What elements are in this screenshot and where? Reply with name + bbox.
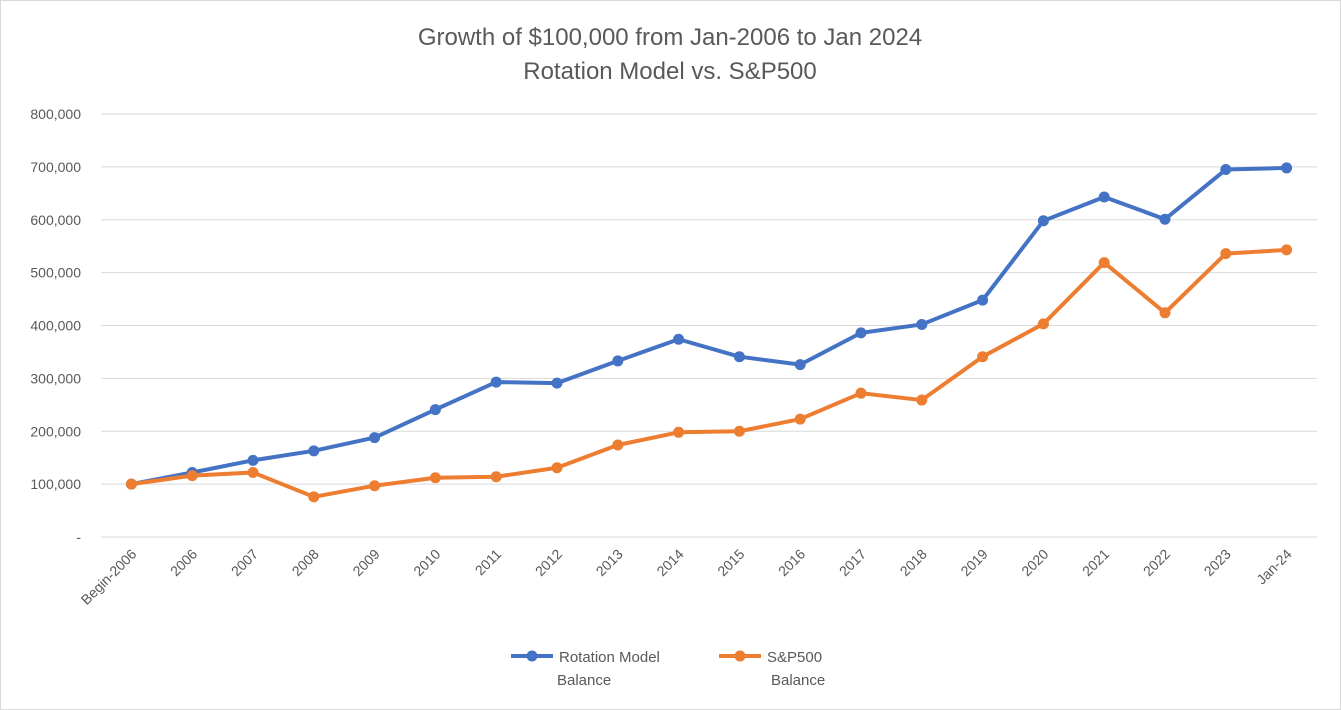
data-point [308,445,320,457]
chart-title: Growth of $100,000 from Jan-2006 to Jan … [418,24,922,51]
x-tick-label: Jan-24 [1253,546,1295,588]
series-lines [125,162,1293,503]
data-point [977,294,989,306]
data-point [369,480,381,492]
data-point [1037,215,1049,227]
x-tick-label: 2021 [1079,546,1112,579]
data-point [673,333,685,345]
data-point [733,351,745,363]
data-point [308,491,320,503]
x-tick-label: 2010 [410,546,443,579]
x-tick-label: 2016 [775,546,808,579]
data-point [1037,318,1049,330]
x-axis-tick-labels: Begin-2006 2006 2007 2008 2009 2010 2011 2012 20… [78,546,1295,608]
x-tick-label: 2015 [714,546,747,579]
data-point [1098,191,1110,203]
x-tick-label: 2020 [1018,546,1051,579]
data-point [612,355,624,367]
data-point [186,470,198,482]
data-point [369,432,381,444]
series-line [129,247,1289,499]
data-point [429,404,441,416]
x-tick-label: 2008 [289,546,322,579]
data-point [1281,162,1293,174]
series-line [129,165,1289,487]
data-point [1159,213,1171,225]
x-tick-label: Begin-2006 [78,546,140,608]
legend-swatch-marker [734,650,746,662]
data-point [1098,257,1110,269]
x-tick-label: 2018 [897,546,930,579]
data-point [1281,244,1293,256]
legend-item: Rotation Model Balance [511,649,660,689]
data-point [1220,164,1232,176]
y-tick-label: 500,000 [30,265,81,281]
data-point [490,471,502,483]
data-point [551,377,563,389]
data-point [916,394,928,406]
data-point [977,351,989,363]
y-tick-label: 400,000 [30,318,81,334]
x-tick-label: 2017 [836,546,869,579]
data-point [247,466,259,478]
x-tick-label: 2011 [472,546,505,579]
legend-label: Rotation Model [559,649,660,666]
legend-item: S&P500 Balance [719,649,825,689]
data-point [794,413,806,425]
data-point [429,472,441,484]
series-sp500 [125,244,1293,503]
data-point [247,454,259,466]
y-tick-label: - [76,529,81,545]
data-point [794,359,806,371]
x-tick-label: 2007 [228,546,261,579]
data-point [612,439,624,451]
y-tick-label: 800,000 [30,106,81,122]
data-point [1220,248,1232,260]
legend: Rotation Model Balance S&P500 Balance [511,649,825,689]
data-point [733,425,745,437]
legend-label: S&P500 [767,649,822,666]
x-tick-label: 2022 [1140,546,1173,579]
data-point [916,318,928,330]
x-tick-label: 2006 [167,546,200,579]
x-tick-label: 2019 [957,546,990,579]
y-tick-label: 200,000 [30,423,81,439]
data-point [551,462,563,474]
x-tick-label: 2009 [349,546,382,579]
series-rotation-model [125,162,1293,490]
x-tick-label: 2013 [593,546,626,579]
data-point [673,426,685,438]
data-point [125,478,137,490]
data-point [1159,307,1171,319]
x-tick-label: 2023 [1201,546,1234,579]
y-tick-label: 300,000 [30,370,81,386]
x-tick-label: 2014 [653,546,686,579]
gridlines [101,113,1317,538]
legend-swatch-marker [526,650,538,662]
y-tick-label: 100,000 [30,476,81,492]
y-tick-label: 700,000 [30,159,81,175]
legend-label: Balance [557,672,611,689]
y-tick-label: 600,000 [30,212,81,228]
y-axis-tick-labels: - 100,000 200,000 300,000 400,000 500,000 600,… [30,106,81,545]
x-tick-label: 2012 [532,546,565,579]
data-point [490,376,502,388]
legend-label: Balance [771,672,825,689]
chart-subtitle: Rotation Model vs. S&P500 [523,58,817,85]
data-point [855,327,867,339]
data-point [855,387,867,399]
